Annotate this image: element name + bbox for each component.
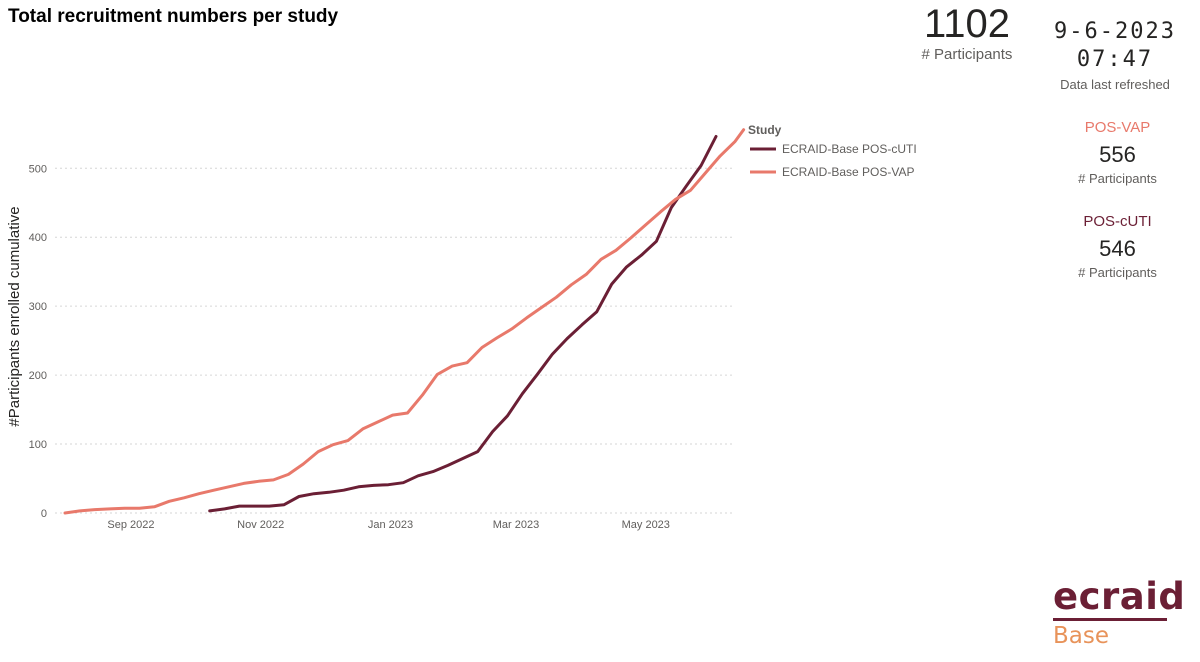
pos-vap-card: POS-VAP 556 # Participants	[1060, 119, 1175, 186]
x-axis-ticks: Sep 2022 Nov 2022 Jan 2023 Mar 2023 May 2023	[107, 519, 670, 531]
y-tick-label: 300	[29, 301, 47, 313]
y-tick-label: 500	[29, 163, 47, 175]
legend-item-label[interactable]: ECRAID-Base POS-VAP	[782, 165, 914, 179]
x-tick-label: May 2023	[622, 519, 670, 531]
total-participants-label: # Participants	[921, 46, 1013, 63]
series-lines[interactable]	[63, 128, 746, 515]
y-tick-label: 400	[29, 232, 47, 244]
pos-cuti-label: # Participants	[1078, 265, 1157, 280]
page-title: Total recruitment numbers per study	[8, 6, 339, 27]
data-refreshed-card: 9-6-2023 07:47 Data last refreshed	[1030, 18, 1200, 92]
pos-vap-value: 556	[1099, 142, 1136, 167]
y-tick-label: 0	[41, 508, 47, 520]
legend-item-label[interactable]: ECRAID-Base POS-cUTI	[782, 142, 917, 156]
pos-cuti-name: POS-cUTI	[1083, 213, 1152, 230]
total-participants-value: 1102	[923, 2, 1010, 46]
y-tick-label: 200	[29, 370, 47, 382]
pos-vap-label: # Participants	[1078, 171, 1157, 186]
x-tick-label: Sep 2022	[107, 519, 154, 531]
pos-cuti-value: 546	[1099, 236, 1136, 261]
x-tick-label: Nov 2022	[237, 519, 284, 531]
logo-sub: Base	[1053, 623, 1110, 649]
x-tick-label: Jan 2023	[368, 519, 413, 531]
series-line-pos-vap[interactable]	[63, 128, 746, 515]
legend-title: Study	[748, 123, 782, 137]
logo-brand: ecraid	[1053, 575, 1186, 618]
data-refreshed-label: Data last refreshed	[1060, 77, 1170, 92]
y-axis-ticks: 0 100 200 300 400 500	[29, 163, 47, 520]
logo-underline	[1053, 618, 1167, 621]
series-line-pos-cuti[interactable]	[208, 135, 718, 513]
pos-vap-name: POS-VAP	[1084, 119, 1151, 136]
recruitment-line-chart[interactable]: 0 100 200 300 400 500 Sep 2022 Nov 2022 Jan 202…	[0, 100, 940, 550]
pos-cuti-card: POS-cUTI 546 # Participants	[1060, 213, 1175, 280]
total-participants-card: 1102 # Participants	[912, 2, 1022, 63]
x-tick-label: Mar 2023	[493, 519, 539, 531]
ecraid-base-logo: ecraid Base	[1053, 575, 1186, 649]
y-tick-label: 100	[29, 439, 47, 451]
data-refreshed-value: 9-6-2023 07:47	[1054, 19, 1176, 72]
y-axis-title: #Participants enrolled cumulative	[6, 206, 23, 426]
gridlines	[55, 167, 733, 514]
legend[interactable]: Study ECRAID-Base POS-cUTI ECRAID-Base PO…	[748, 123, 917, 179]
